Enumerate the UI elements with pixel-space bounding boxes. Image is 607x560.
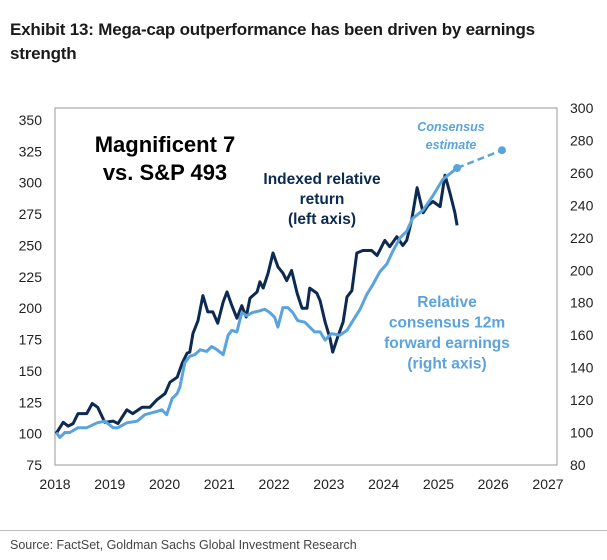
y-left-tick-label: 175 xyxy=(19,332,43,348)
x-tick-label: 2024 xyxy=(368,476,399,492)
earnings-series-label: (right axis) xyxy=(407,356,486,373)
y-right-tick-label: 300 xyxy=(570,100,594,116)
x-tick-label: 2019 xyxy=(94,476,125,492)
x-tick-label: 2020 xyxy=(149,476,180,492)
x-tick-label: 2018 xyxy=(39,476,70,492)
y-right-tick-label: 160 xyxy=(570,327,594,343)
plot-frame xyxy=(54,107,558,466)
y-right-tick-label: 220 xyxy=(570,230,594,246)
x-tick-label: 2027 xyxy=(532,476,563,492)
y-right-tick-label: 200 xyxy=(570,262,594,278)
relative-return-line xyxy=(54,173,459,435)
y-left-tick-label: 275 xyxy=(19,206,43,222)
return-series-label: Indexed relative xyxy=(263,171,381,188)
y-left-tick-label: 300 xyxy=(19,175,43,191)
x-tick-label: 2023 xyxy=(313,476,344,492)
y-left-tick-label: 250 xyxy=(19,237,43,253)
earnings-series-label: forward earnings xyxy=(384,335,510,352)
y-right-tick-label: 80 xyxy=(570,457,586,473)
estimate-label: estimate xyxy=(426,138,477,152)
earnings-series-label: consensus 12m xyxy=(389,315,505,332)
y-left-tick-label: 325 xyxy=(19,143,43,159)
x-tick-label: 2026 xyxy=(478,476,509,492)
y-left-tick-label: 100 xyxy=(19,426,43,442)
estimate-label: Consensus xyxy=(417,120,484,134)
consensus-estimate-line xyxy=(456,149,503,170)
y-left-tick-label: 125 xyxy=(19,394,43,410)
y-left-tick-label: 150 xyxy=(19,363,43,379)
x-tick-label: 2022 xyxy=(259,476,290,492)
y-left-tick-label: 225 xyxy=(19,269,43,285)
y-right-tick-label: 180 xyxy=(570,295,594,311)
return-series-label: (left axis) xyxy=(288,211,356,228)
relative-earnings-line xyxy=(54,166,459,439)
estimate-point xyxy=(453,164,462,173)
y-left-tick-label: 350 xyxy=(19,112,43,128)
return-series-label: return xyxy=(300,191,345,208)
estimate-point xyxy=(497,146,506,155)
chart-title: Exhibit 13: Mega-cap outperformance has … xyxy=(10,20,535,63)
y-right-tick-label: 100 xyxy=(570,425,594,441)
y-left-tick-label: 200 xyxy=(19,300,43,316)
chart: 2018 2019 2020 2021 2022 2023 2024 2025 2026 2027… xyxy=(19,100,594,492)
chart-subtitle-label: vs. S&P 493 xyxy=(103,160,227,185)
y-right-tick-label: 260 xyxy=(570,165,594,181)
y-right-tick-label: 240 xyxy=(570,197,594,213)
y-right-tick-label: 280 xyxy=(570,132,594,148)
x-tick-label: 2025 xyxy=(423,476,454,492)
y-right-tick-label: 120 xyxy=(570,392,594,408)
y-right-tick-label: 140 xyxy=(570,360,594,376)
source-note: Source: FactSet, Goldman Sachs Global In… xyxy=(10,538,357,552)
y-left-tick-label: 75 xyxy=(26,457,42,473)
divider xyxy=(0,530,607,531)
earnings-series-label: Relative xyxy=(417,294,477,311)
chart-subtitle-label: Magnificent 7 xyxy=(95,132,236,157)
x-tick-label: 2021 xyxy=(204,476,235,492)
